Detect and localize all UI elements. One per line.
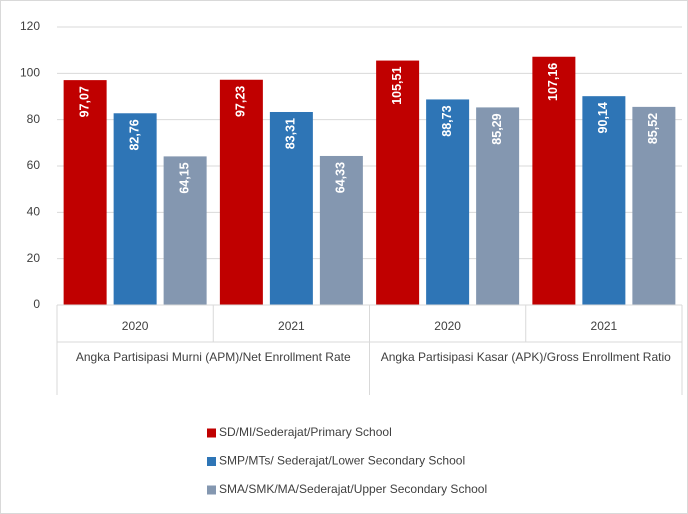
- data-label: 85,52: [646, 113, 660, 144]
- data-label: 88,73: [440, 105, 454, 136]
- bar: [632, 106, 676, 306]
- bar: [426, 99, 470, 305]
- bar: [269, 111, 313, 305]
- group-label-line: Angka Partisipasi Murni (APM)/Net Enroll…: [76, 350, 351, 364]
- bar: [113, 113, 157, 305]
- x-tick-label: 2021: [278, 319, 305, 333]
- x-tick-label: 2020: [434, 319, 461, 333]
- legend-label: SD/MI/Sederajat/Primary School: [219, 425, 392, 439]
- group-label: Angka Partisipasi Kasar (APK)/Gross Enro…: [381, 350, 671, 364]
- data-label: 97,23: [234, 86, 248, 117]
- y-tick-label: 20: [27, 251, 41, 265]
- y-tick-label: 0: [33, 297, 40, 311]
- bar: [219, 79, 263, 305]
- x-tick-label: 2020: [122, 319, 149, 333]
- bar: [63, 80, 107, 305]
- data-label: 105,51: [390, 67, 404, 105]
- group-label-line: Angka Partisipasi Kasar (APK)/Gross Enro…: [381, 350, 671, 364]
- bar: [376, 60, 420, 306]
- bar: [163, 156, 207, 305]
- bar: [582, 96, 626, 306]
- data-label: 64,15: [177, 162, 191, 193]
- legend-label: SMA/SMK/MA/Sederajat/Upper Secondary Sch…: [219, 482, 487, 496]
- x-tick-label: 2021: [591, 319, 618, 333]
- group-label: Angka Partisipasi Murni (APM)/Net Enroll…: [76, 350, 351, 364]
- legend-swatch: [207, 457, 216, 466]
- y-tick-label: 100: [20, 66, 40, 80]
- data-label: 90,14: [596, 102, 610, 133]
- data-label: 82,76: [127, 119, 141, 150]
- data-label: 83,31: [284, 118, 298, 149]
- data-label: 97,07: [77, 86, 91, 117]
- bar: [532, 56, 576, 305]
- data-label: 64,33: [334, 162, 348, 193]
- legend-swatch: [207, 485, 216, 495]
- data-label: 85,29: [490, 113, 504, 144]
- legend-label: SMP/MTs/ Sederajat/Lower Secondary Schoo…: [219, 454, 465, 468]
- y-tick-label: 120: [20, 19, 40, 33]
- bar: [476, 107, 520, 305]
- data-label: 107,16: [546, 63, 560, 101]
- bar: [319, 155, 363, 305]
- y-tick-label: 60: [27, 158, 41, 172]
- y-tick-label: 80: [27, 112, 41, 126]
- y-tick-label: 40: [27, 205, 41, 219]
- legend-swatch: [207, 428, 216, 438]
